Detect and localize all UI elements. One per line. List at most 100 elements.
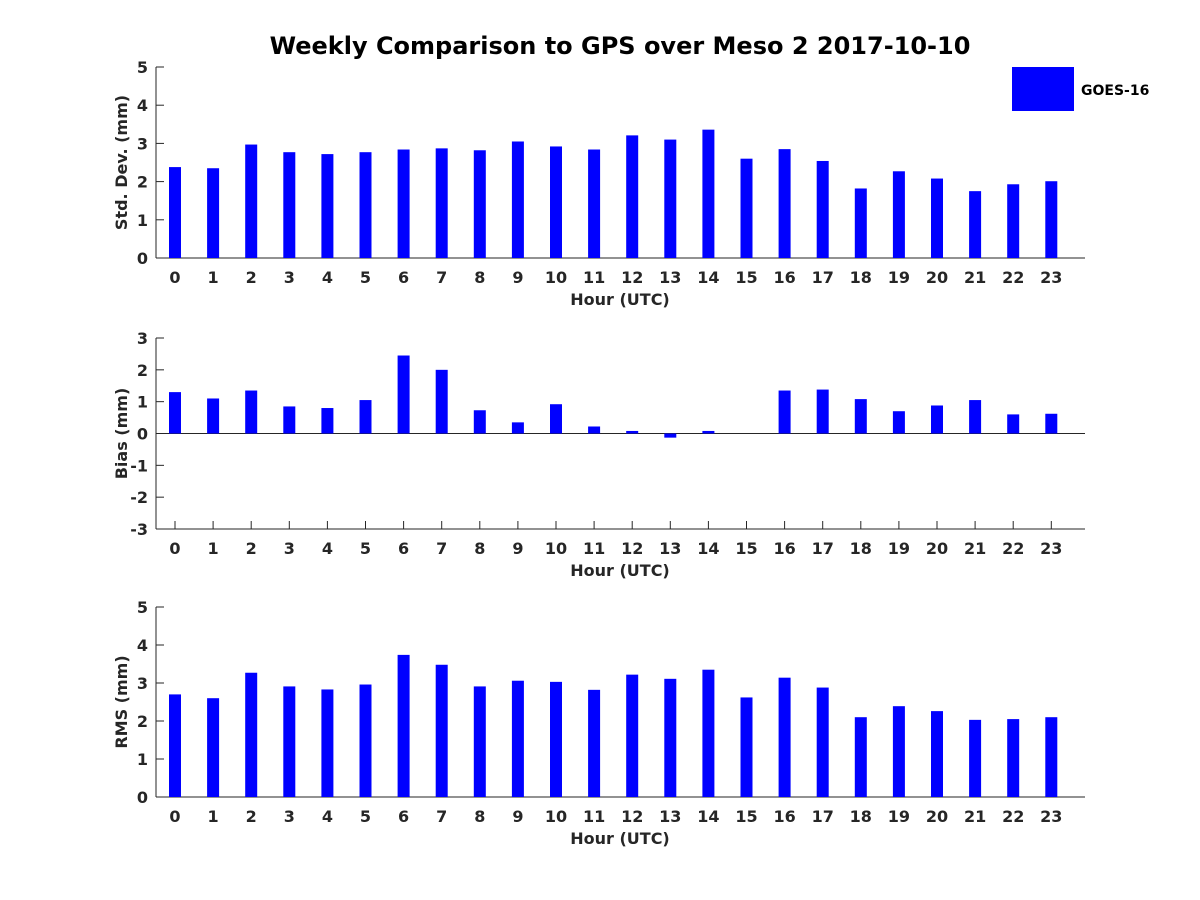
- rms-bar: [740, 697, 753, 797]
- rms-bar: [359, 684, 372, 797]
- rms-bar: [664, 678, 677, 797]
- bias-bar: [435, 369, 448, 434]
- rms-x-tick-label: 20: [926, 807, 948, 826]
- bias-bar: [245, 390, 258, 434]
- std-dev-bar: [359, 152, 372, 258]
- bias-bar: [169, 392, 181, 434]
- std-dev-x-tick-label: 18: [850, 268, 872, 287]
- bias-x-tick-label: 18: [850, 539, 872, 558]
- std-dev-x-tick-label: 3: [284, 268, 295, 287]
- rms-y-axis-label: RMS (mm): [112, 655, 131, 748]
- bias-x-tick-label: 10: [545, 539, 567, 558]
- bias-bar: [588, 426, 601, 434]
- std-dev-bar: [169, 167, 181, 258]
- std-dev-x-tick-label: 19: [888, 268, 910, 287]
- std-dev-bar: [588, 149, 601, 258]
- legend-swatch: [1012, 67, 1074, 111]
- std-dev-x-tick-label: 1: [208, 268, 219, 287]
- bias-bar: [854, 399, 867, 434]
- rms-bar: [1007, 719, 1020, 797]
- std-dev-x-tick-label: 21: [964, 268, 986, 287]
- std-dev-x-tick-label: 2: [246, 268, 257, 287]
- rms-bar: [245, 672, 258, 797]
- std-dev-bar: [473, 150, 486, 258]
- rms-bar: [550, 681, 562, 797]
- rms-bar: [511, 680, 524, 797]
- std-dev-x-tick-label: 17: [812, 268, 834, 287]
- bias-x-tick-label: 20: [926, 539, 948, 558]
- rms-bar: [626, 674, 639, 797]
- rms-x-tick-label: 16: [773, 807, 795, 826]
- std-dev-x-tick-label: 14: [697, 268, 719, 287]
- std-dev-x-tick-label: 12: [621, 268, 643, 287]
- rms-x-tick-label: 21: [964, 807, 986, 826]
- legend: GOES-16: [1012, 67, 1149, 111]
- rms-x-tick-label: 4: [322, 807, 333, 826]
- rms-bar: [892, 706, 905, 797]
- std-dev-bar: [931, 178, 943, 258]
- rms-bar: [702, 669, 715, 797]
- bias-bar: [702, 430, 715, 434]
- std-dev-x-axis-label: Hour (UTC): [570, 290, 670, 309]
- bias-y-tick-label: 0: [137, 425, 148, 444]
- rms-y-tick-label: 0: [137, 788, 148, 807]
- rms-x-tick-label: 9: [512, 807, 523, 826]
- bias-bar: [1045, 413, 1058, 434]
- bias-bar: [473, 410, 486, 434]
- std-dev-x-tick-label: 9: [512, 268, 523, 287]
- std-dev-bar: [626, 135, 639, 258]
- std-dev-x-tick-label: 13: [659, 268, 681, 287]
- std-dev-x-tick-label: 20: [926, 268, 948, 287]
- bias-y-axis-label: Bias (mm): [112, 388, 131, 480]
- std-dev-y-tick-label: 1: [137, 211, 148, 230]
- bias-x-tick-label: 4: [322, 539, 333, 558]
- rms-bar: [283, 686, 296, 797]
- std-dev-bar: [550, 146, 562, 258]
- rms-y-tick-label: 4: [137, 636, 148, 655]
- rms-bar: [854, 717, 867, 797]
- bias-y-tick-label: 1: [137, 393, 148, 412]
- bias-x-tick-label: 15: [735, 539, 757, 558]
- bias-x-tick-label: 7: [436, 539, 447, 558]
- rms-x-tick-label: 6: [398, 807, 409, 826]
- bias-y-tick-label: -3: [130, 520, 148, 539]
- bias-x-tick-label: 16: [773, 539, 795, 558]
- bias-bar: [207, 398, 220, 434]
- rms-x-tick-label: 3: [284, 807, 295, 826]
- bias-x-tick-label: 8: [474, 539, 485, 558]
- std-dev-bar: [969, 191, 982, 258]
- std-dev-x-tick-label: 23: [1040, 268, 1062, 287]
- std-dev-x-tick-label: 15: [735, 268, 757, 287]
- bias-x-tick-label: 0: [169, 539, 180, 558]
- std-dev-bar: [435, 148, 448, 258]
- std-dev-bar: [283, 152, 296, 258]
- std-dev-x-tick-label: 6: [398, 268, 409, 287]
- std-dev-y-tick-label: 5: [137, 58, 148, 77]
- rms-x-tick-label: 14: [697, 807, 719, 826]
- bias-x-tick-label: 14: [697, 539, 719, 558]
- rms-x-axis-label: Hour (UTC): [570, 829, 670, 848]
- rms-bar: [207, 698, 220, 797]
- bias-bar: [550, 404, 562, 434]
- bias-x-tick-label: 5: [360, 539, 371, 558]
- rms-bar: [397, 654, 410, 797]
- std-dev-x-tick-label: 11: [583, 268, 605, 287]
- std-dev-x-tick-label: 16: [773, 268, 795, 287]
- rms-x-tick-label: 11: [583, 807, 605, 826]
- chart-title: Weekly Comparison to GPS over Meso 2 201…: [270, 32, 971, 60]
- rms-x-tick-label: 1: [208, 807, 219, 826]
- std-dev-bar: [816, 160, 829, 258]
- rms-x-tick-label: 10: [545, 807, 567, 826]
- rms-x-tick-label: 23: [1040, 807, 1062, 826]
- rms-bar: [1045, 717, 1058, 797]
- bias-x-tick-label: 2: [246, 539, 257, 558]
- bias-bar: [283, 406, 296, 434]
- rms-x-tick-label: 5: [360, 807, 371, 826]
- bias-x-axis-label: Hour (UTC): [570, 561, 670, 580]
- std-dev-bar: [207, 168, 220, 258]
- rms-y-tick-label: 2: [137, 712, 148, 731]
